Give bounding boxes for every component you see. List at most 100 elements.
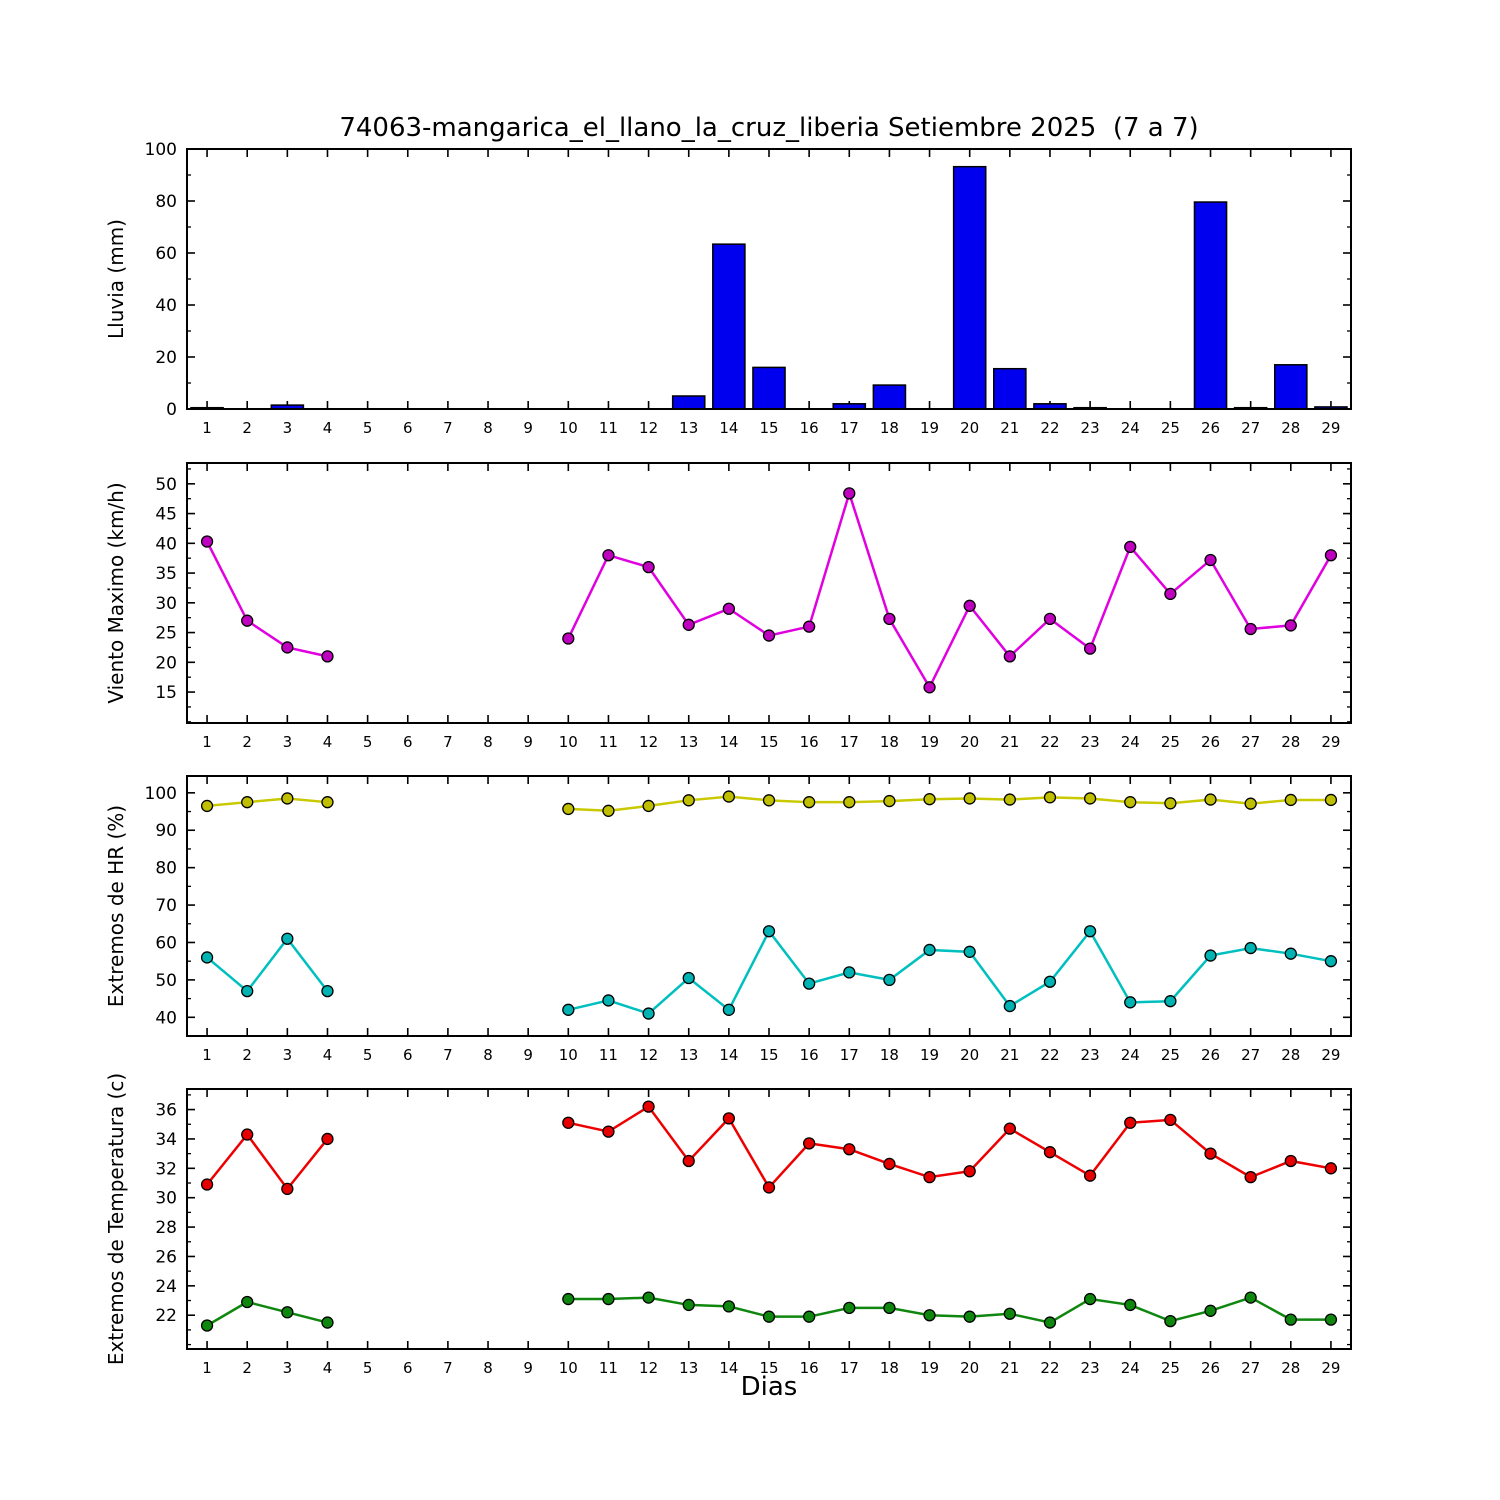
temperatura_maxima-marker [722,1112,736,1125]
temperatura_minima-marker [1244,1291,1257,1304]
x-tick-label: 20 [960,1359,979,1377]
x-tick-label: 13 [679,1359,698,1377]
temperatura_maxima-marker [642,1100,655,1113]
y-tick-label: 50 [155,475,177,495]
y-tick-label: 100 [145,140,177,160]
hr_maxima-marker [802,796,816,809]
x-tick-label: 13 [679,1046,698,1064]
x-tick-label: 8 [483,1046,493,1064]
temperatura_minima-line [568,1296,1331,1324]
viento_maximo_kmh-marker [963,599,976,612]
x-tick-label: 15 [759,733,778,751]
hr_maxima-marker [1164,797,1177,810]
temperatura_maxima-marker [1204,1147,1217,1160]
y-tick-label: 26 [155,1247,177,1267]
temperatura_maxima-marker [883,1157,896,1171]
x-tick-label: 4 [323,1046,333,1064]
ylabel-lluvia: Lluvia (mm) [104,219,128,339]
hr_maxima-marker [1083,792,1097,805]
x-tick-label: 18 [880,419,899,437]
y-tick-label: 80 [155,859,177,879]
hr_maxima-marker [682,794,695,807]
x-tick-label: 9 [523,1359,533,1377]
rain-bar [752,366,786,410]
hr_minima-marker [562,1003,575,1016]
x-tick-label: 15 [759,1046,778,1064]
temperatura_minima-marker [1284,1313,1297,1326]
viento_maximo_kmh-marker [1204,553,1217,567]
x-tick-label: 20 [960,733,979,751]
x-tick-label: 24 [1121,419,1140,437]
hr_maxima-line [568,795,1331,813]
temperatura_minima-marker [1043,1316,1057,1329]
rain-bar [872,384,907,410]
x-tick-label: 26 [1201,1046,1220,1064]
x-tick-label: 12 [639,733,658,751]
x-tick-label: 28 [1281,733,1300,751]
x-tick-label: 25 [1161,1046,1180,1064]
x-tick-label: 23 [1081,733,1100,751]
viento_maximo_kmh-marker [1324,549,1338,562]
y-tick-label: 60 [155,244,177,264]
x-tick-label: 24 [1121,1046,1140,1064]
temperatura_maxima-marker [281,1182,294,1196]
x-tick-label: 16 [800,1359,819,1377]
x-tick-label: 21 [1000,1046,1019,1064]
x-tick-label: 27 [1241,733,1260,751]
viento_maximo_kmh-line [205,540,328,658]
hr_maxima-marker [762,794,776,807]
hr_maxima-marker [562,802,575,816]
hr_maxima-marker [963,792,976,805]
viento_maximo_kmh-marker [281,641,294,654]
temperatura_minima-marker [1204,1304,1217,1317]
x-tick-label: 8 [483,419,493,437]
ylabel-viento-maximo: Viento Maximo (km/h) [104,482,128,703]
x-tick-label: 14 [719,1359,738,1377]
x-tick-label: 8 [483,1359,493,1377]
rain-bar [993,367,1027,410]
x-tick-label: 12 [639,419,658,437]
x-tick-label: 23 [1081,1046,1100,1064]
y-tick-label: 32 [155,1159,177,1179]
temperatura_minima-marker [562,1292,575,1306]
x-tick-label: 6 [403,733,413,751]
temperatura_maxima-line [206,1132,329,1191]
temperatura_minima-marker [963,1310,976,1323]
x-tick-label: 20 [960,1046,979,1064]
x-tick-label: 28 [1281,1359,1300,1377]
hr_minima-marker [200,951,214,964]
x-tick-label: 28 [1281,1046,1300,1064]
x-tick-label: 7 [443,733,453,751]
x-tick-label: 17 [840,733,859,751]
x-tick-label: 13 [679,733,698,751]
ylabel-extremos-hr: Extremos de HR (%) [104,805,128,1007]
hr_maxima-marker [642,799,655,813]
y-tick-label: 30 [155,594,177,614]
hr_maxima-marker [883,794,896,808]
hr_maxima-marker [321,796,334,809]
hr_maxima-marker [1204,793,1217,806]
hr_maxima-marker [722,790,736,803]
y-tick-label: 45 [155,505,177,525]
rain-bar [671,395,706,410]
temperatura_minima-marker [281,1306,294,1319]
viento_maximo_kmh-marker [602,549,615,562]
x-tick-label: 17 [840,419,859,437]
temperatura_maxima-marker [682,1154,695,1168]
hr_maxima-marker [281,792,294,805]
axes-frame [186,1088,1352,1350]
x-tick-label: 22 [1040,1046,1059,1064]
x-tick-label: 25 [1161,1359,1180,1377]
temperatura_minima-marker [682,1298,695,1312]
viento_maximo_kmh-marker [1164,587,1177,601]
viento_maximo_kmh-marker [321,650,334,663]
x-tick-label: 29 [1321,419,1340,437]
x-tick-label: 14 [719,419,738,437]
temperatura_maxima-marker [602,1125,615,1138]
y-tick-label: 40 [155,534,177,554]
x-tick-label: 16 [800,419,819,437]
y-tick-label: 24 [155,1277,177,1297]
xlabel-dias: Dias [740,1372,798,1402]
viento_maximo_kmh-marker [843,487,856,500]
